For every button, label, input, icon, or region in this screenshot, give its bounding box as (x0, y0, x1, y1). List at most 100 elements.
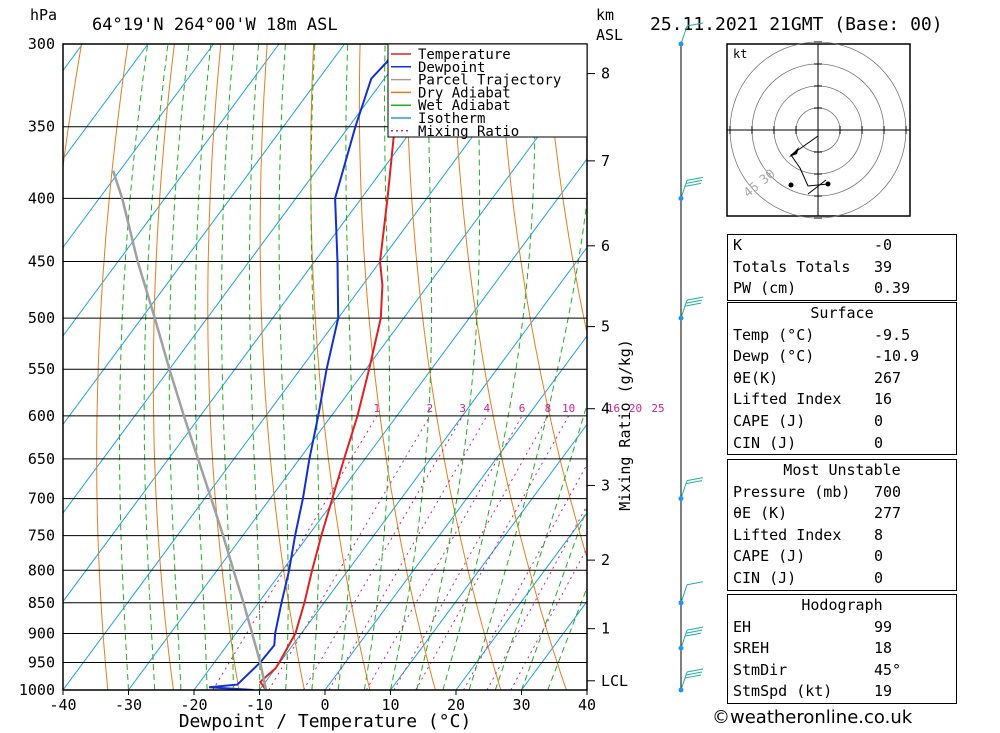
wet-adiabat-line (494, 402, 587, 690)
row-value: 700 (874, 482, 902, 501)
totals-label: Totals Totals (733, 257, 851, 276)
wind-barb-feather (684, 182, 702, 187)
mixing-ratio-line (510, 547, 587, 690)
isotherm-line (63, 44, 214, 249)
row-label: CIN (J) (733, 433, 797, 452)
mixing-ratio-label: 1 (374, 402, 381, 415)
isotherm-line (324, 335, 587, 690)
footer-credit[interactable]: ©weatheronline.co.uk (712, 707, 913, 728)
mixing-ratio-line (486, 504, 587, 690)
table-row: θE(K) 267 (728, 368, 956, 390)
wind-barb (680, 581, 704, 603)
legend-entry: Temperature (418, 47, 511, 63)
legend-entry: Wet Adiabat (418, 98, 511, 114)
dry-adiabat-line (310, 44, 371, 690)
wind-barb-shaft (680, 25, 688, 45)
x-tick-label: -40 (49, 696, 76, 714)
pressure-tick-label: 700 (28, 490, 55, 508)
wind-barb (680, 477, 704, 499)
dry-adiabat-line (406, 44, 502, 690)
row-label: Temp (°C) (733, 325, 815, 344)
row-label: StmDir (733, 660, 788, 679)
pw-value: 0.39 (874, 279, 911, 298)
isotherm-line (193, 158, 587, 690)
location-title: 64°19'N 264°00'W 18m ASL (92, 15, 338, 35)
mixing-ratio-label: 20 (629, 402, 642, 415)
mixing-ratio-line (393, 415, 549, 690)
wind-barb (680, 668, 704, 691)
table-row: Lifted Index 16 (728, 389, 956, 411)
mixing-ratio-label: 2 (427, 402, 434, 415)
hodograph-point (788, 182, 794, 188)
legend-entry: Mixing Ratio (418, 124, 519, 140)
totals-value: 39 (874, 257, 893, 276)
pressure-tick-label: 750 (28, 527, 55, 545)
wet-adiabat-line (337, 44, 353, 690)
legend-entry: Dry Adiabat (418, 85, 511, 101)
most-unstable-title: Most Unstable (783, 461, 901, 479)
pressure-tick-label: 800 (28, 561, 55, 579)
wet-adiabat-line (468, 196, 587, 690)
pressure-tick-label: 300 (28, 35, 55, 53)
row-label: StmSpd (kt) (733, 682, 833, 701)
stability-table: K -0 Totals Totals 39 PW (cm) 0.39 (727, 234, 957, 301)
dry-adiabat-line (358, 44, 436, 690)
isotherm-line (63, 44, 476, 603)
legend-entry: Parcel Trajectory (418, 73, 561, 89)
height-tick-label: 3 (601, 476, 610, 494)
row-value: 19 (874, 682, 893, 701)
pressure-tick-label: 1000 (19, 681, 55, 699)
row-value: 267 (874, 368, 902, 387)
isotherm-line (455, 512, 587, 690)
pressure-tick-label: 400 (28, 189, 55, 207)
isotherm-line (128, 69, 587, 690)
wet-adiabat-line (547, 586, 587, 690)
hodograph-title: Hodograph (801, 596, 883, 614)
pressure-tick-label: 550 (28, 360, 55, 378)
datetime-title: 25.11.2021 21GMT (Base: 00) (650, 14, 943, 35)
wind-barb-feather (685, 629, 703, 634)
table-row: CIN (J) 0 (728, 433, 956, 455)
pressure-unit: hPa (30, 6, 57, 24)
wet-adiabat-line (521, 506, 587, 690)
wind-barb-feather (684, 302, 702, 307)
most-unstable-table: Most Unstable Pressure (mb) 700 θE (K) 277… (727, 459, 957, 591)
wet-adiabat-line (249, 44, 261, 690)
row-label: Pressure (mb) (733, 482, 851, 501)
wet-adiabat-line (416, 44, 481, 690)
hodograph-point (825, 181, 831, 187)
wind-barb-feather (686, 176, 704, 181)
k-index-value: -0 (874, 236, 893, 254)
height-ref: ASL (596, 26, 623, 44)
wind-barb-feather (686, 668, 704, 673)
pressure-tick-label: 900 (28, 624, 55, 642)
x-tick-label: 20 (447, 696, 465, 714)
table-row: K -0 (728, 235, 956, 257)
mixing-ratio-line (463, 463, 587, 690)
table-row: Dewp (°C) -10.9 (728, 346, 956, 368)
series-parcel-trajectory-line (111, 170, 268, 690)
series-dewpoint-line (209, 44, 398, 690)
pressure-tick-label: 600 (28, 407, 55, 425)
row-label: θE (K) (733, 504, 788, 523)
row-label: SREH (733, 639, 770, 658)
wind-barb (680, 176, 704, 199)
pressure-tick-label: 950 (28, 653, 55, 671)
table-row: SREH 18 (728, 638, 956, 660)
height-tick-label: 4 (601, 400, 610, 418)
table-row: θE (K) 277 (728, 503, 956, 525)
wind-barb (680, 296, 704, 319)
dry-adiabat-line (259, 44, 305, 690)
legend-entry: Dewpoint (418, 60, 485, 76)
x-tick-label: -10 (246, 696, 273, 714)
mixing-ratio-label: 16 (607, 402, 620, 415)
dry-adiabat-line (498, 44, 587, 560)
height-tick-label: 1 (601, 620, 610, 638)
wind-barb-feather (685, 671, 703, 676)
x-tick-label: 0 (320, 696, 329, 714)
pressure-tick-label: 500 (28, 309, 55, 327)
x-tick-label: 10 (381, 696, 399, 714)
wind-barb (680, 626, 704, 649)
storm-motion-arrow (789, 147, 799, 157)
